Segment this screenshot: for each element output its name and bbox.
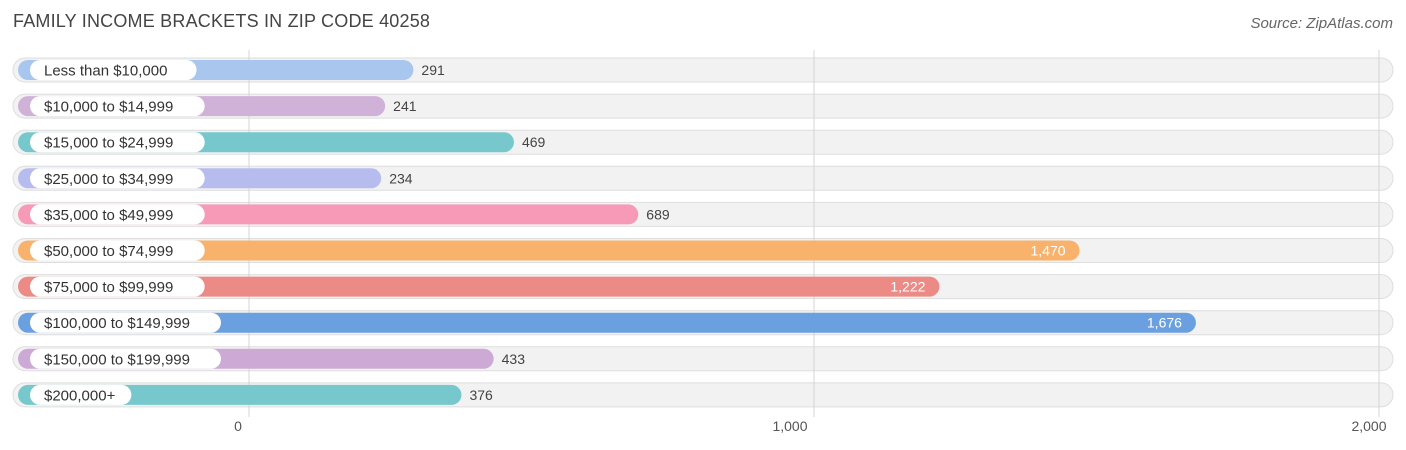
value-label: 234 xyxy=(389,170,413,186)
bar xyxy=(18,240,1080,261)
category-pill xyxy=(30,132,205,153)
bar xyxy=(18,276,940,297)
category-label: $75,000 to $99,999 xyxy=(44,279,173,296)
value-label: 689 xyxy=(646,206,670,222)
value-label: 291 xyxy=(421,62,445,78)
category-label: Less than $10,000 xyxy=(44,63,167,80)
category-label: $150,000 to $199,999 xyxy=(44,351,190,368)
category-pill xyxy=(30,204,205,225)
x-tick-label: 0 xyxy=(234,418,242,434)
category-label: $10,000 to $14,999 xyxy=(44,99,173,116)
value-label: 1,222 xyxy=(890,279,925,295)
category-pill xyxy=(30,60,197,80)
value-label: 376 xyxy=(469,387,493,403)
category-label: $15,000 to $24,999 xyxy=(44,135,173,152)
category-pill xyxy=(30,312,221,333)
category-pill xyxy=(30,240,205,261)
category-label: $25,000 to $34,999 xyxy=(44,171,173,188)
chart-source: Source: ZipAtlas.com xyxy=(1250,15,1393,32)
category-label: $35,000 to $49,999 xyxy=(44,207,173,224)
category-pill xyxy=(30,384,132,405)
value-label: 469 xyxy=(522,134,546,150)
x-tick-label: 1,000 xyxy=(772,418,807,434)
value-label: 433 xyxy=(502,351,526,367)
bar xyxy=(18,312,1196,333)
category-pill xyxy=(30,96,205,117)
category-label: $50,000 to $74,999 xyxy=(44,243,173,260)
value-label: 1,676 xyxy=(1147,315,1182,331)
category-pill xyxy=(30,348,221,369)
category-pill xyxy=(30,276,205,297)
x-tick-label: 2,000 xyxy=(1351,418,1386,434)
category-label: $200,000+ xyxy=(44,387,116,404)
chart-title: FAMILY INCOME BRACKETS IN ZIP CODE 40258 xyxy=(13,11,431,31)
category-label: $100,000 to $149,999 xyxy=(44,315,190,332)
value-label: 241 xyxy=(393,98,417,114)
category-pill xyxy=(30,168,205,189)
value-label: 1,470 xyxy=(1031,243,1066,259)
